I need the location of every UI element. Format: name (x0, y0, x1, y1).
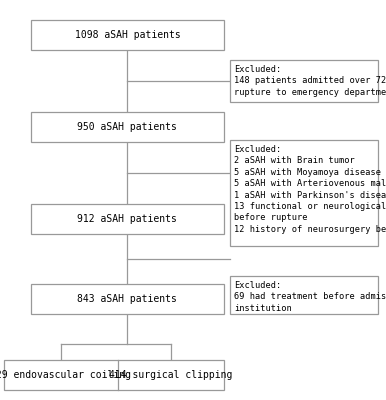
Text: 912 aSAH patients: 912 aSAH patients (78, 214, 177, 224)
Text: 1098 aSAH patients: 1098 aSAH patients (74, 30, 180, 40)
Text: Excluded:
69 had treatment before admission to our
institution: Excluded: 69 had treatment before admiss… (234, 281, 386, 313)
FancyBboxPatch shape (31, 204, 224, 234)
Text: 950 aSAH patients: 950 aSAH patients (78, 122, 177, 132)
FancyBboxPatch shape (31, 20, 224, 50)
Text: Excluded:
148 patients admitted over 72h from
rupture to emergency department: Excluded: 148 patients admitted over 72h… (234, 65, 386, 97)
Text: 429 endovascular coiling: 429 endovascular coiling (0, 370, 131, 380)
Text: 414 surgical clipping: 414 surgical clipping (109, 370, 232, 380)
Text: Excluded:
2 aSAH with Brain tumor
5 aSAH with Moyamoya disease
5 aSAH with Arter: Excluded: 2 aSAH with Brain tumor 5 aSAH… (234, 145, 386, 234)
FancyBboxPatch shape (230, 60, 378, 102)
FancyBboxPatch shape (31, 112, 224, 142)
Text: 843 aSAH patients: 843 aSAH patients (78, 294, 177, 304)
FancyBboxPatch shape (230, 140, 378, 246)
FancyBboxPatch shape (31, 284, 224, 314)
FancyBboxPatch shape (4, 360, 224, 390)
FancyBboxPatch shape (230, 276, 378, 314)
